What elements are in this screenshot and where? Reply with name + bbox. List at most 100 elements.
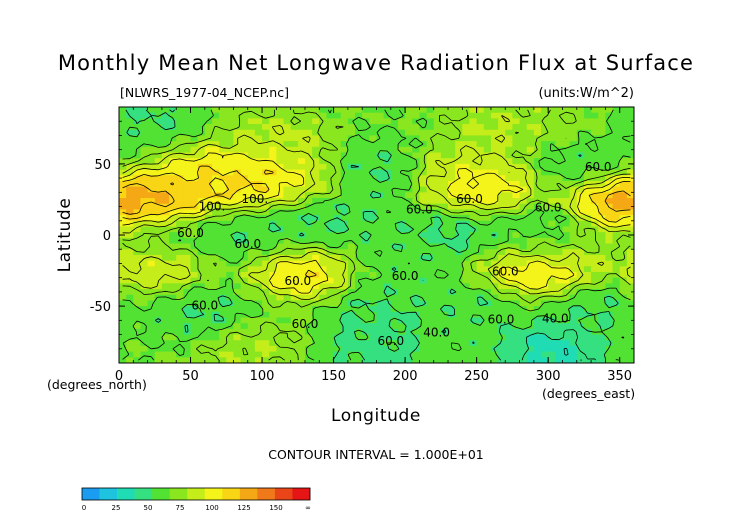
heatmap-cell xyxy=(154,300,163,307)
heatmap-cell xyxy=(226,203,235,210)
heatmap-cell xyxy=(333,294,342,302)
heatmap-cell xyxy=(304,186,313,193)
heatmap-cell xyxy=(605,294,614,302)
heatmap-cell xyxy=(161,186,170,193)
heatmap-cell xyxy=(326,243,335,250)
heatmap-cell xyxy=(455,226,463,233)
heatmap-cell xyxy=(269,175,277,182)
heatmap-cell xyxy=(197,152,206,159)
heatmap-cell xyxy=(583,254,592,262)
heatmap-cell xyxy=(490,146,499,154)
heatmap-cell xyxy=(419,112,428,119)
heatmap-cell xyxy=(140,112,149,119)
heatmap-cell xyxy=(247,340,256,347)
heatmap-cell xyxy=(526,334,535,341)
heatmap-cell xyxy=(312,226,320,233)
heatmap-cell xyxy=(233,260,242,267)
heatmap-cell xyxy=(326,334,335,341)
heatmap-cell xyxy=(161,158,170,165)
heatmap-cell xyxy=(297,198,306,205)
heatmap-cell xyxy=(290,180,299,188)
heatmap-cell xyxy=(426,146,435,154)
heatmap-cell xyxy=(526,306,535,313)
heatmap-cell xyxy=(119,107,127,114)
heatmap-cell xyxy=(483,294,492,302)
heatmap-cell xyxy=(219,129,227,137)
heatmap-cell xyxy=(390,271,399,279)
heatmap-cell xyxy=(176,306,184,313)
heatmap-cell xyxy=(126,215,134,222)
heatmap-cell xyxy=(319,311,328,319)
heatmap-cell xyxy=(533,266,542,273)
heatmap-cell xyxy=(383,289,392,296)
heatmap-cell xyxy=(548,169,556,176)
heatmap-cell xyxy=(526,215,535,222)
heatmap-cell xyxy=(362,317,370,324)
heatmap-cell xyxy=(161,237,170,245)
heatmap-cell xyxy=(433,260,442,267)
heatmap-cell xyxy=(591,141,599,148)
heatmap-cell xyxy=(362,209,370,216)
heatmap-cell xyxy=(548,277,556,284)
heatmap-cell xyxy=(376,169,385,176)
heatmap-cell xyxy=(161,152,170,159)
heatmap-cell xyxy=(140,277,149,284)
heatmap-cell xyxy=(133,237,142,245)
heatmap-cell xyxy=(433,215,442,222)
heatmap-cell xyxy=(533,118,542,125)
heatmap-cell xyxy=(455,129,463,137)
heatmap-cell xyxy=(383,180,392,188)
heatmap-cell xyxy=(154,124,163,131)
heatmap-cell xyxy=(304,141,313,148)
heatmap-cell xyxy=(254,306,263,313)
heatmap-cell xyxy=(269,118,277,125)
heatmap-cell xyxy=(548,135,556,142)
heatmap-cell xyxy=(598,351,606,358)
heatmap-cell xyxy=(619,271,628,279)
heatmap-cell xyxy=(383,260,392,267)
heatmap-cell xyxy=(605,260,614,267)
heatmap-cell xyxy=(190,357,199,363)
heatmap-cell xyxy=(176,203,184,210)
heatmap-cell xyxy=(548,175,556,182)
heatmap-cell xyxy=(533,198,542,205)
heatmap-cell xyxy=(476,357,485,363)
heatmap-cell xyxy=(240,317,249,324)
heatmap-cell xyxy=(355,357,363,363)
heatmap-cell xyxy=(226,340,235,347)
heatmap-cell xyxy=(119,141,127,148)
heatmap-cell xyxy=(541,226,549,233)
heatmap-cell xyxy=(233,158,242,165)
heatmap-cell xyxy=(490,192,499,199)
heatmap-cell xyxy=(555,215,564,222)
heatmap-cell xyxy=(126,192,134,199)
heatmap-cell xyxy=(555,328,564,336)
heatmap-cell xyxy=(519,232,528,239)
heatmap-cell xyxy=(440,351,449,358)
heatmap-cell xyxy=(583,198,592,205)
heatmap-cell xyxy=(283,357,292,363)
heatmap-cell xyxy=(297,220,306,228)
heatmap-cell xyxy=(455,107,463,114)
heatmap-cell xyxy=(569,283,578,290)
heatmap-cell xyxy=(490,198,499,205)
heatmap-cell xyxy=(140,237,149,245)
heatmap-cell xyxy=(383,118,392,125)
heatmap-cell xyxy=(140,345,149,353)
heatmap-cell xyxy=(133,141,142,148)
heatmap-cell xyxy=(133,311,142,319)
heatmap-cell xyxy=(426,226,435,233)
heatmap-cell xyxy=(598,198,606,205)
heatmap-cell xyxy=(304,107,313,114)
heatmap-cell xyxy=(612,271,621,279)
heatmap-cell xyxy=(548,112,556,119)
heatmap-cell xyxy=(204,192,213,199)
heatmap-cell xyxy=(126,169,134,176)
heatmap-cell xyxy=(548,323,556,330)
heatmap-cell xyxy=(340,192,349,199)
heatmap-cell xyxy=(133,357,142,363)
heatmap-cell xyxy=(355,271,363,279)
heatmap-cell xyxy=(233,129,242,137)
heatmap-cell xyxy=(176,328,184,336)
